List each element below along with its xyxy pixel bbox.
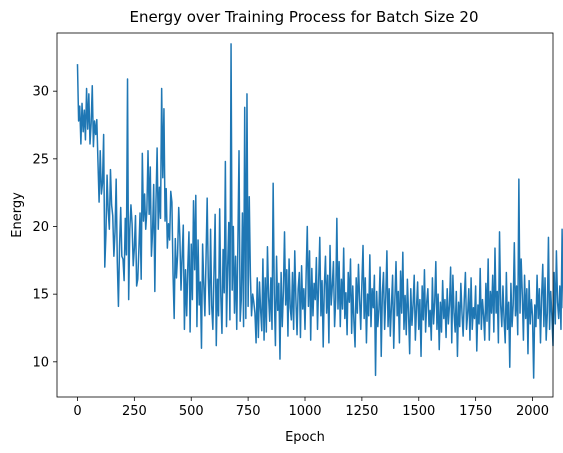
y-axis-ticks: 10 15 20 25 30 (32, 85, 57, 370)
y-tick-label: 10 (32, 355, 49, 370)
x-axis-label: Epoch (285, 430, 325, 445)
y-tick-label: 20 (32, 220, 49, 235)
y-tick-label: 25 (32, 152, 49, 167)
x-tick-label: 1000 (288, 404, 321, 419)
x-tick-label: 750 (236, 404, 261, 419)
x-tick-label: 2000 (516, 404, 549, 419)
x-tick-label: 500 (179, 404, 204, 419)
data-line-series (76, 43, 563, 379)
x-tick-label: 1500 (402, 404, 435, 419)
y-tick-label: 15 (32, 288, 49, 303)
y-tick-label: 30 (32, 85, 49, 100)
chart-title: Energy over Training Process for Batch S… (129, 8, 478, 26)
x-tick-label: 250 (122, 404, 147, 419)
x-tick-label: 1750 (459, 404, 492, 419)
x-axis-ticks: 0 250 500 750 1000 1250 1500 1750 2000 (73, 397, 549, 419)
x-tick-label: 1250 (345, 404, 378, 419)
x-tick-label: 0 (73, 404, 81, 419)
y-axis-label: Energy (10, 192, 25, 238)
